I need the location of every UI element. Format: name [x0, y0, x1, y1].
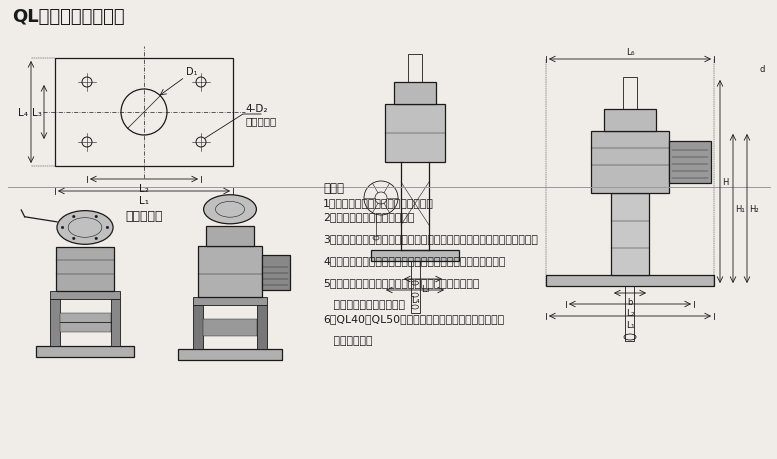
Text: d: d [760, 65, 765, 74]
Text: 4、用户要求时可配手电互锁机构或螺杆防尘罩（用户选购）。: 4、用户要求时可配手电互锁机构或螺杆防尘罩（用户选购）。 [323, 256, 505, 265]
Bar [625, 286, 635, 341]
Bar [611, 194, 649, 275]
Text: L₆: L₆ [625, 48, 634, 57]
Bar [60, 313, 110, 332]
Text: QL型手电两用启闭机: QL型手电两用启闭机 [12, 8, 124, 26]
Bar [604, 110, 656, 132]
Ellipse shape [57, 211, 113, 245]
Text: L₄: L₄ [18, 108, 28, 118]
Bar [591, 132, 669, 194]
Bar [371, 251, 459, 262]
Circle shape [61, 227, 64, 229]
Bar [257, 305, 267, 349]
Bar [410, 262, 420, 313]
Text: 6、QL40、QL50型启闭机，无水平方向中间两地脚布: 6、QL40、QL50型启闭机，无水平方向中间两地脚布 [323, 313, 504, 323]
Text: 置（下同）。: 置（下同）。 [323, 335, 372, 345]
Text: L₃: L₃ [32, 108, 42, 118]
Text: b: b [627, 297, 632, 306]
Bar [193, 305, 203, 349]
Text: 2、大吨位启闭机配有电控箱。: 2、大吨位启闭机配有电控箱。 [323, 212, 414, 222]
Text: 基础布置图: 基础布置图 [125, 210, 162, 223]
Text: 5、有要求可配机械式过程过载保护装置或电子式过载: 5、有要求可配机械式过程过载保护装置或电子式过载 [323, 277, 479, 287]
Text: D₁: D₁ [186, 67, 197, 77]
Bar [385, 105, 445, 162]
Text: 4-D₂: 4-D₂ [245, 104, 267, 114]
Bar [669, 142, 711, 184]
Ellipse shape [204, 196, 256, 224]
Bar [408, 55, 422, 83]
Bar [56, 247, 114, 291]
Circle shape [72, 216, 75, 218]
Bar [262, 255, 290, 290]
Circle shape [106, 227, 109, 229]
Bar [546, 275, 714, 286]
Bar [55, 59, 233, 167]
Text: L₄: L₄ [411, 295, 420, 304]
Bar [51, 291, 120, 299]
Text: L₂: L₂ [139, 184, 149, 194]
Text: L₃: L₃ [420, 285, 430, 293]
Text: 3、电动式启闭机用户可要求配带高度计（电子式或机械式，用户选购）。: 3、电动式启闭机用户可要求配带高度计（电子式或机械式，用户选购）。 [323, 234, 538, 243]
Text: L₁: L₁ [625, 320, 634, 329]
Bar [394, 83, 436, 105]
Circle shape [72, 238, 75, 240]
Bar [36, 346, 134, 357]
Bar [203, 319, 257, 336]
Text: L₂: L₂ [625, 308, 634, 317]
Text: 保护装置（用户选购）。: 保护装置（用户选购）。 [323, 299, 405, 309]
Bar [623, 78, 637, 110]
Bar [110, 299, 120, 346]
Text: 1、去掉电器部分即为手动式启闭机。: 1、去掉电器部分即为手动式启闭机。 [323, 197, 434, 207]
Text: H: H [722, 178, 728, 187]
Bar [51, 299, 60, 346]
Bar [198, 246, 262, 297]
Bar [193, 297, 267, 305]
Circle shape [95, 216, 97, 218]
Text: 二期预留孔: 二期预留孔 [245, 116, 277, 126]
Bar [178, 349, 282, 360]
Circle shape [95, 238, 97, 240]
Bar [206, 227, 254, 246]
Text: H₂: H₂ [749, 205, 758, 213]
Text: L₁: L₁ [139, 196, 149, 206]
Text: H₁: H₁ [735, 205, 744, 213]
Text: 说明：: 说明： [323, 182, 344, 195]
